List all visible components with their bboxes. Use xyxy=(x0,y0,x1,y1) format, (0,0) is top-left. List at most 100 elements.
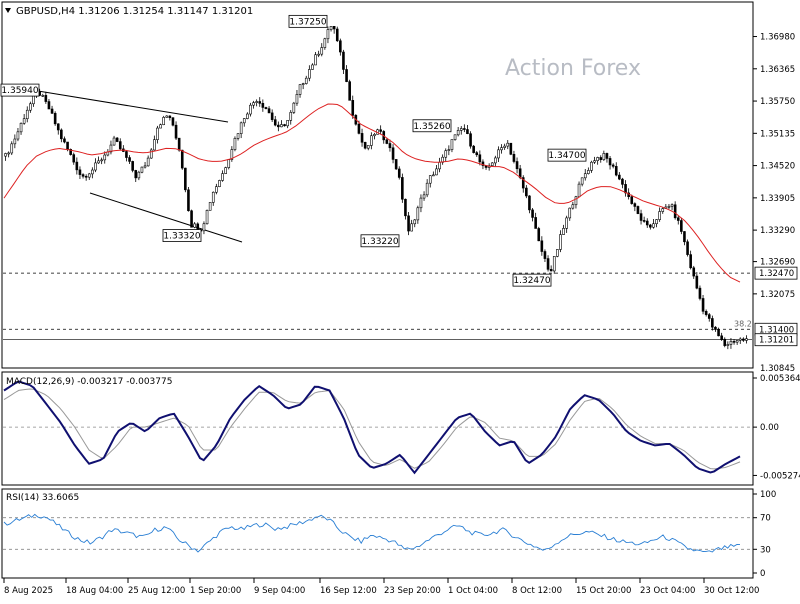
candle-body xyxy=(645,220,649,226)
candle-body xyxy=(370,135,373,146)
candle-body xyxy=(379,129,382,132)
macd-signal-line xyxy=(3,388,741,470)
candle-body xyxy=(577,183,581,198)
candle-body xyxy=(44,95,48,102)
candle-body xyxy=(283,124,286,127)
candle-body xyxy=(137,171,141,179)
candle-body xyxy=(10,143,14,154)
candle-body xyxy=(618,174,621,180)
price-marker-label: 1.31400 xyxy=(759,325,794,335)
candle-body xyxy=(187,189,190,212)
candle-body xyxy=(583,173,587,179)
candle-body xyxy=(704,311,708,315)
candle-body xyxy=(404,198,407,217)
candle-body xyxy=(658,211,661,220)
candle-body xyxy=(497,149,500,159)
candle-body xyxy=(525,187,528,197)
candle-body xyxy=(503,145,506,148)
candle-body xyxy=(385,139,389,144)
swing-label: 1.35260 xyxy=(413,122,450,132)
candle-body xyxy=(552,256,556,272)
rsi-tick-label: 30 xyxy=(760,545,771,555)
collapse-triangle-icon[interactable] xyxy=(5,8,11,13)
moving-average-line xyxy=(3,103,741,283)
candle-body xyxy=(249,104,252,115)
candle-body xyxy=(391,147,395,160)
candle-body xyxy=(587,170,590,174)
x-tick-label: 16 Sep 12:00 xyxy=(320,586,377,596)
candle-body xyxy=(174,124,178,139)
x-tick-label: 25 Aug 12:00 xyxy=(128,586,185,596)
rsi-panel xyxy=(1,488,754,579)
candle-body xyxy=(388,143,392,149)
candle-body xyxy=(720,335,723,340)
candle-body xyxy=(115,137,119,142)
candle-body xyxy=(264,107,268,109)
candle-body xyxy=(218,180,221,187)
candle-body xyxy=(432,174,435,177)
x-tick-label: 1 Oct 04:00 xyxy=(448,586,498,596)
x-tick-label: 8 Oct 12:00 xyxy=(512,586,562,596)
candle-body xyxy=(91,169,94,175)
candle-body xyxy=(652,223,655,228)
price-marker-label: 1.31201 xyxy=(759,336,794,346)
candle-body xyxy=(401,177,404,200)
price-marker-label: 1.32470 xyxy=(759,269,794,279)
candle-body xyxy=(224,167,227,174)
candle-body xyxy=(301,83,305,85)
candle-body xyxy=(25,109,29,120)
candle-body xyxy=(286,120,289,127)
candle-body xyxy=(273,119,277,126)
candle-body xyxy=(602,153,606,160)
candle-body xyxy=(159,124,162,129)
candle-body xyxy=(673,204,677,219)
candle-body xyxy=(190,210,193,228)
swing-label: 1.33220 xyxy=(361,237,398,247)
candle-body xyxy=(339,40,342,53)
channel-upper-line xyxy=(37,90,229,123)
candle-body xyxy=(463,128,466,130)
price-tick-label: 1.36365 xyxy=(760,65,795,75)
candle-body xyxy=(180,149,184,169)
candle-body xyxy=(726,344,730,346)
candle-body xyxy=(466,129,469,135)
candle-body xyxy=(128,157,131,162)
price-tick-label: 1.35135 xyxy=(760,129,795,139)
swing-label: 1.33320 xyxy=(163,232,200,242)
candle-body xyxy=(87,173,91,178)
price-tick-label: 1.32075 xyxy=(760,290,795,300)
swing-label-box xyxy=(412,119,452,133)
symbol-line: GBPUSD,H4 1.31206 1.31254 1.31147 1.3120… xyxy=(16,6,253,17)
candle-body xyxy=(348,81,351,101)
candle-body xyxy=(611,164,615,167)
candle-body xyxy=(655,219,658,225)
candle-body xyxy=(676,217,680,221)
candle-body xyxy=(506,142,510,147)
candle-body xyxy=(407,215,410,232)
candle-body xyxy=(531,209,534,218)
fib-label: 38.2 xyxy=(734,319,752,328)
candle-body xyxy=(211,191,215,203)
price-tick-label: 1.33905 xyxy=(760,194,795,204)
candle-body xyxy=(543,251,547,259)
candle-body xyxy=(94,162,97,171)
x-tick-label: 18 Aug 04:00 xyxy=(66,586,123,596)
candle-body xyxy=(422,194,426,199)
swing-label-box xyxy=(547,148,587,162)
candle-body xyxy=(683,231,686,243)
candle-body xyxy=(227,159,231,168)
candle-body xyxy=(469,133,472,147)
candle-body xyxy=(140,166,144,173)
candle-body xyxy=(78,169,82,175)
candle-body xyxy=(112,137,116,146)
candle-body xyxy=(97,160,100,164)
candle-body xyxy=(351,100,355,116)
candle-body xyxy=(270,112,274,120)
candle-body xyxy=(156,127,159,140)
candle-body xyxy=(165,115,169,118)
swing-label-box xyxy=(162,229,202,242)
candle-body xyxy=(435,168,438,176)
candle-body xyxy=(580,177,584,185)
candle-body xyxy=(571,204,575,209)
